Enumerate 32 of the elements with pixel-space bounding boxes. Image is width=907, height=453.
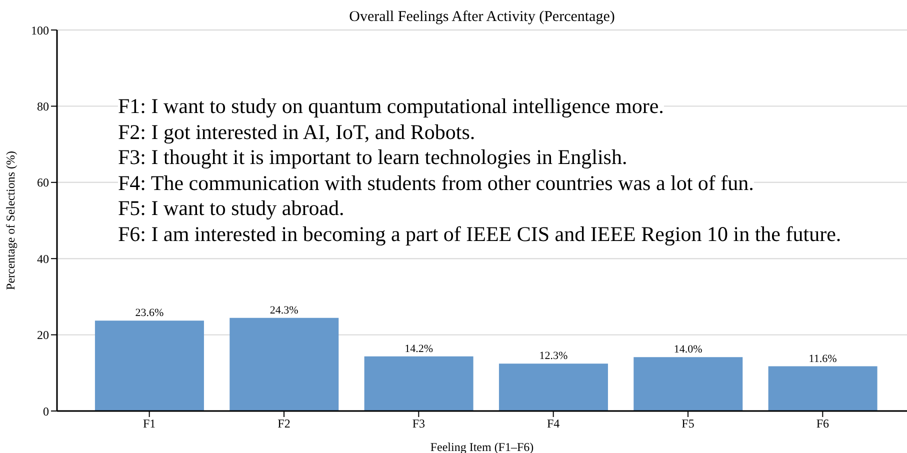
annotation: F2: I got interested in AI, IoT, and Robots. — [118, 120, 476, 144]
data-label: 24.3% — [270, 304, 298, 316]
annotation: F4: The communication with students from other countries was a lot of fun. — [118, 170, 754, 195]
y-axis-title: Percentage of Selections (%) — [3, 151, 18, 290]
y-tick-label: 20 — [37, 328, 49, 342]
y-tick-label: 60 — [37, 176, 49, 190]
data-label: 11.6% — [808, 352, 837, 365]
data-label: 23.6% — [135, 307, 164, 320]
y-tick-label: 0 — [43, 404, 49, 418]
data-label: 14.0% — [674, 344, 702, 356]
bar — [94, 320, 204, 411]
bar — [768, 366, 878, 411]
annotation: F6: I am interested in becoming a part of IEEE CIS and IEEE Region 10 in the future. — [118, 222, 842, 246]
x-tick-label: F1 — [142, 416, 156, 431]
x-tick-label: F3 — [412, 416, 426, 431]
annotation: F1: I want to study on quantum computational intelligence more. — [118, 94, 664, 118]
x-tick-label: F5 — [682, 416, 694, 431]
bar — [634, 357, 743, 411]
y-tick-label: 100 — [31, 23, 49, 38]
data-label: 14.2% — [404, 342, 434, 355]
bar — [230, 318, 339, 411]
x-tick-label: F6 — [816, 416, 830, 431]
chart-title: Overall Feelings After Activity (Percentage) — [348, 9, 616, 26]
data-label: 12.3% — [539, 350, 568, 362]
y-tick-label: 80 — [37, 99, 49, 114]
y-tick-label: 40 — [37, 252, 49, 266]
bar — [364, 356, 474, 411]
annotation: F3: I thought it is important to learn technologies in English. — [118, 145, 628, 170]
annotation: F5: I want to study abroad. — [118, 196, 344, 220]
bar — [498, 364, 608, 411]
x-tick-label: F4 — [546, 416, 560, 431]
x-tick-label: F2 — [278, 416, 290, 431]
